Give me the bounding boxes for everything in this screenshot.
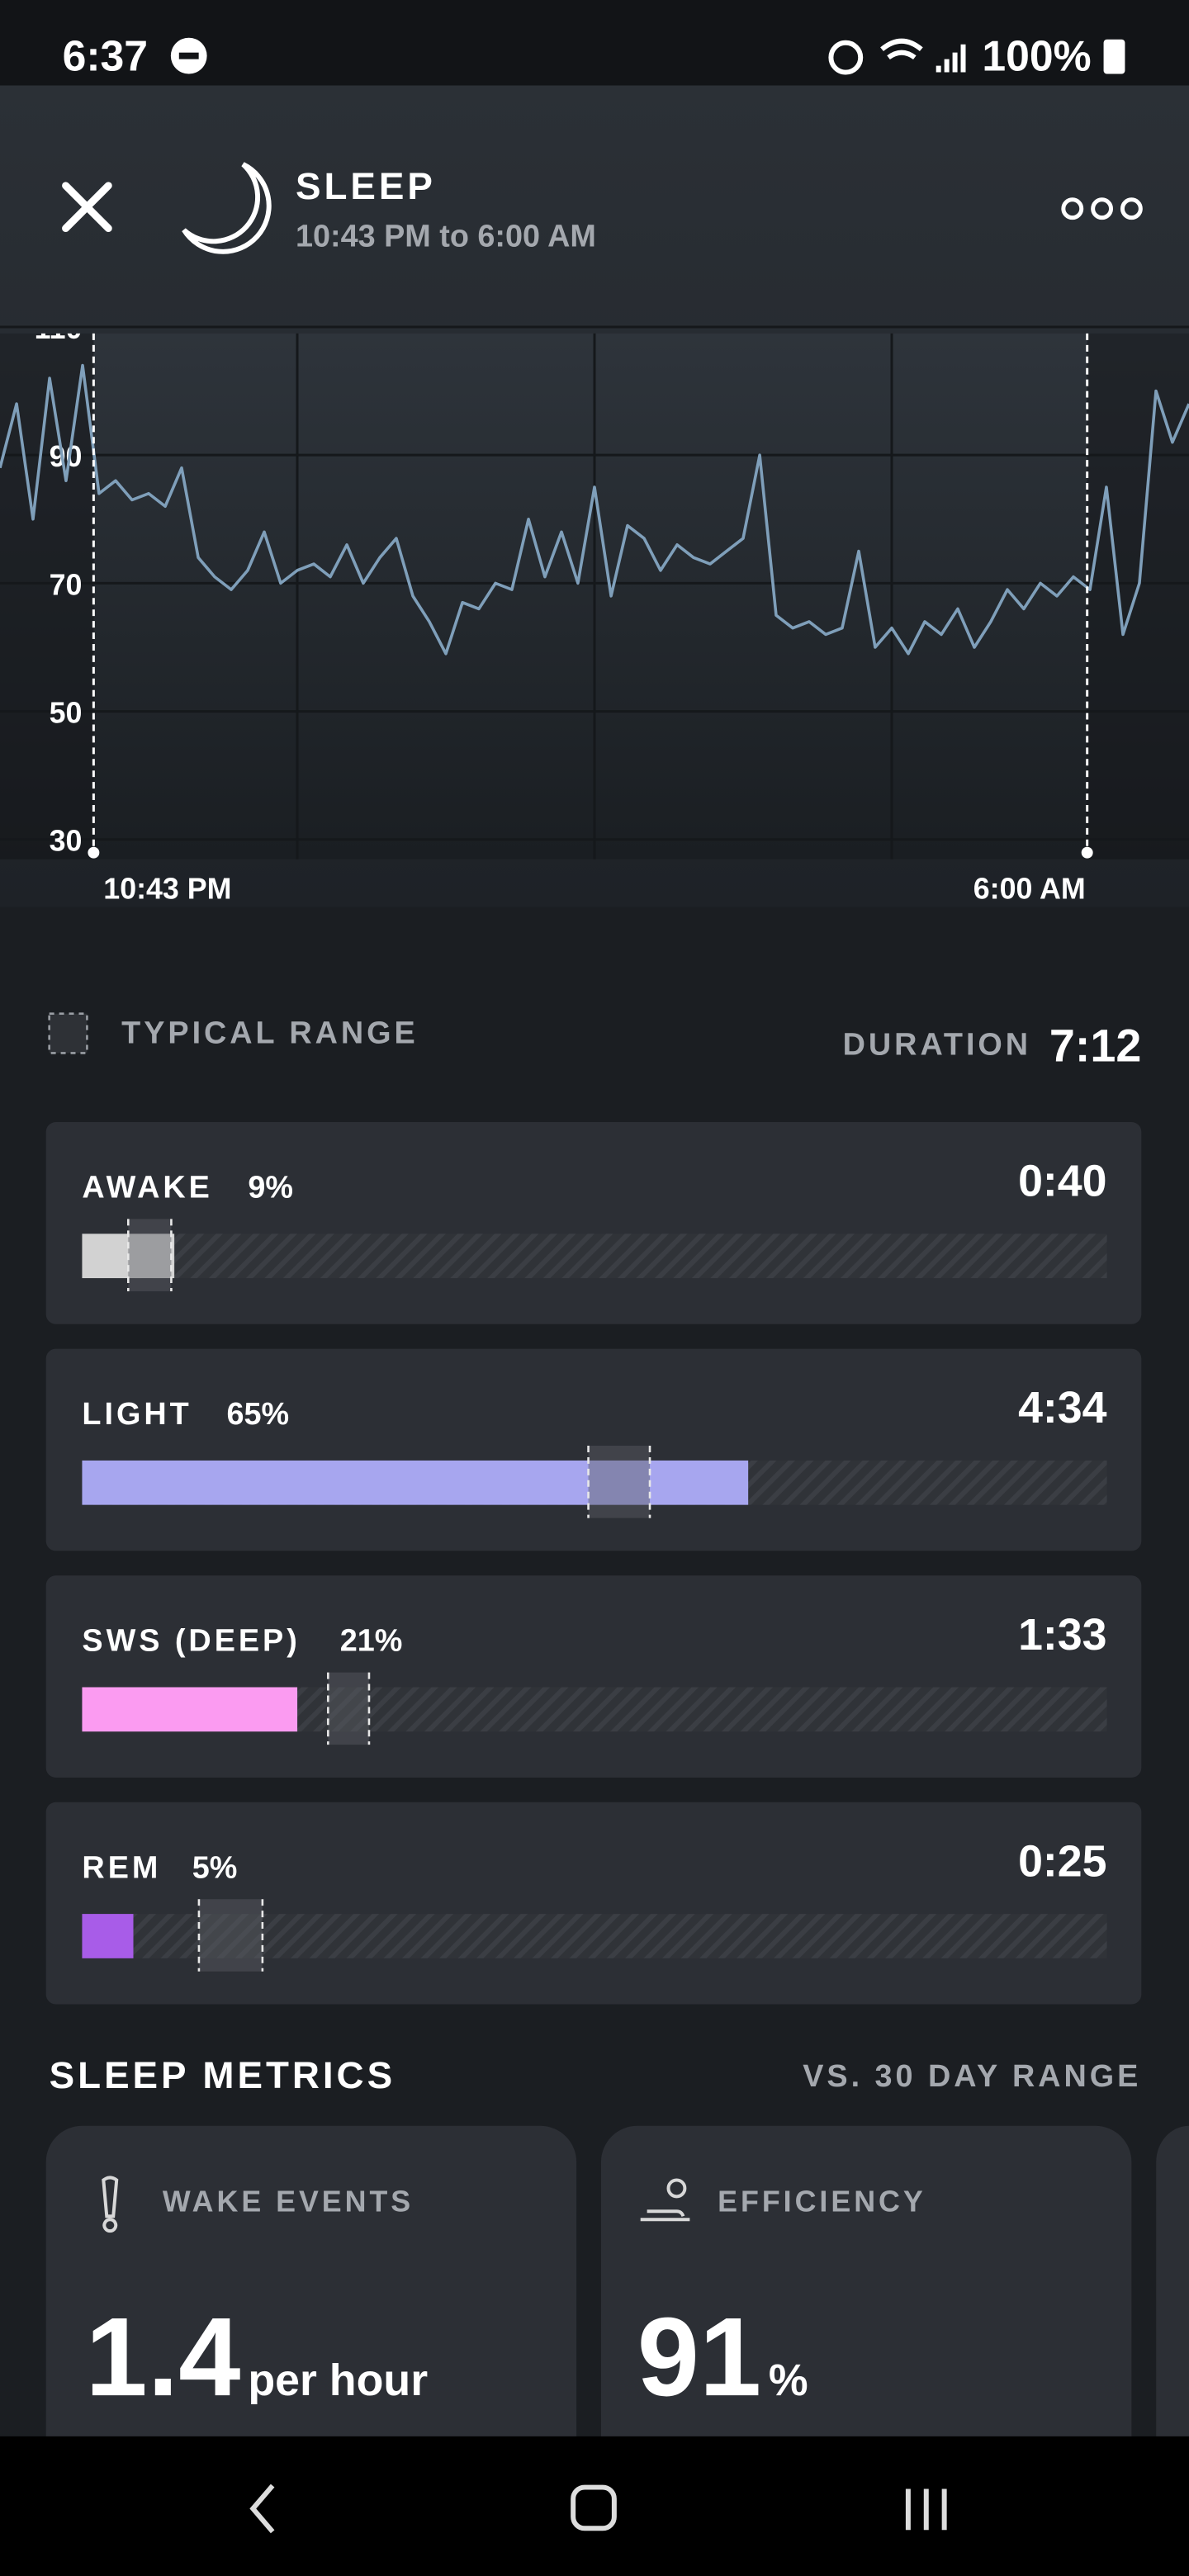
wifi-icon bbox=[880, 38, 923, 60]
stage-bar bbox=[82, 1460, 749, 1505]
stage-percent: 5% bbox=[192, 1850, 238, 1885]
typical-range-box bbox=[198, 1899, 263, 1972]
metric-card bbox=[600, 2125, 1132, 2488]
x-label-end: 6:00 AM bbox=[973, 872, 1086, 905]
metrics-title: SLEEP METRICS bbox=[50, 2054, 396, 2096]
duration-value: 7:12 bbox=[1049, 1020, 1141, 1071]
stage-name: AWAKE bbox=[82, 1171, 212, 1205]
post-sleep-shade bbox=[1087, 333, 1189, 859]
sleep-start-dot bbox=[88, 846, 100, 859]
metric-unit: per hour bbox=[248, 2356, 428, 2405]
battery-icon bbox=[1103, 39, 1125, 74]
moon-icon bbox=[182, 162, 272, 254]
heart-rate-chart: 30 50 70 90 110 bbox=[0, 312, 1189, 858]
stage-name: REM bbox=[82, 1850, 161, 1885]
legend-swatch bbox=[48, 1012, 88, 1054]
stage-bar bbox=[82, 1687, 298, 1732]
nav-recents[interactable] bbox=[905, 2488, 947, 2531]
stage-time: 4:34 bbox=[1018, 1383, 1107, 1432]
metric-card bbox=[45, 2125, 577, 2488]
stage-card bbox=[45, 1575, 1142, 1778]
nav-home[interactable] bbox=[571, 2484, 617, 2531]
metric-unit: % bbox=[769, 2356, 808, 2405]
stage-percent: 21% bbox=[340, 1624, 403, 1659]
vertical-grid bbox=[296, 333, 893, 859]
metric-label: EFFICIENCY bbox=[718, 2185, 926, 2218]
nav-back[interactable] bbox=[249, 2484, 275, 2534]
x-label-start: 10:43 PM bbox=[103, 872, 231, 905]
stage-time: 1:33 bbox=[1018, 1610, 1106, 1660]
efficiency-icon-dot bbox=[666, 2178, 687, 2199]
nav-bar bbox=[0, 2436, 1189, 2576]
heart-rate-line bbox=[0, 363, 1189, 656]
metrics-range: VS. 30 DAY RANGE bbox=[803, 2059, 1141, 2094]
metric-label: WAKE EVENTS bbox=[163, 2185, 414, 2218]
metric-card-partial bbox=[1156, 2125, 1189, 2488]
status-time: 6:37 bbox=[63, 32, 148, 80]
y-tick-label: 70 bbox=[50, 568, 83, 601]
y-tick-label: 90 bbox=[50, 440, 83, 473]
metric-value: 91 bbox=[637, 2294, 761, 2419]
stage-track bbox=[82, 1914, 1107, 1958]
close-button[interactable] bbox=[62, 182, 112, 233]
stages: AWAKE 9% 0:40 LIGHT 65% 4:34 SWS (DEEP) 21% 1:33… bbox=[45, 1122, 1142, 2005]
stage-time: 0:40 bbox=[1018, 1157, 1106, 1206]
stage-bar bbox=[82, 1914, 134, 1958]
y-tick-label: 110 bbox=[35, 312, 83, 345]
y-tick-label: 50 bbox=[50, 697, 83, 730]
more-button[interactable] bbox=[1061, 197, 1143, 220]
typical-range-box bbox=[128, 1219, 172, 1291]
stage-card bbox=[45, 1122, 1142, 1324]
efficiency-icon bbox=[640, 2209, 690, 2222]
stage-percent: 65% bbox=[226, 1397, 289, 1432]
signal-icon bbox=[936, 44, 966, 73]
y-tick-label: 30 bbox=[50, 825, 83, 858]
legend-label: TYPICAL RANGE bbox=[121, 1016, 419, 1051]
stage-track bbox=[82, 1234, 1107, 1279]
battery-percent: 100% bbox=[982, 32, 1091, 80]
duration-label: DURATION bbox=[843, 1027, 1031, 1062]
dnd-icon-bar bbox=[178, 52, 199, 59]
wake-icon bbox=[102, 2176, 119, 2233]
pre-sleep-shade bbox=[0, 333, 94, 859]
header-title: SLEEP bbox=[296, 165, 436, 207]
stage-name: LIGHT bbox=[82, 1397, 192, 1432]
typical-range-box bbox=[328, 1672, 369, 1745]
sleep-end-dot bbox=[1081, 846, 1093, 859]
header-subtitle: 10:43 PM to 6:00 AM bbox=[296, 219, 596, 253]
metrics: WAKE EVENTS 1.4 per hour EFFICIENCY 91% bbox=[45, 2125, 1132, 2488]
typical-range-box bbox=[588, 1446, 651, 1518]
stage-name: SWS (DEEP) bbox=[82, 1624, 300, 1659]
metric-value: 1.4 bbox=[85, 2294, 240, 2419]
stage-time: 0:25 bbox=[1018, 1836, 1106, 1886]
alarm-icon bbox=[828, 40, 864, 75]
stage-percent: 9% bbox=[248, 1171, 293, 1205]
